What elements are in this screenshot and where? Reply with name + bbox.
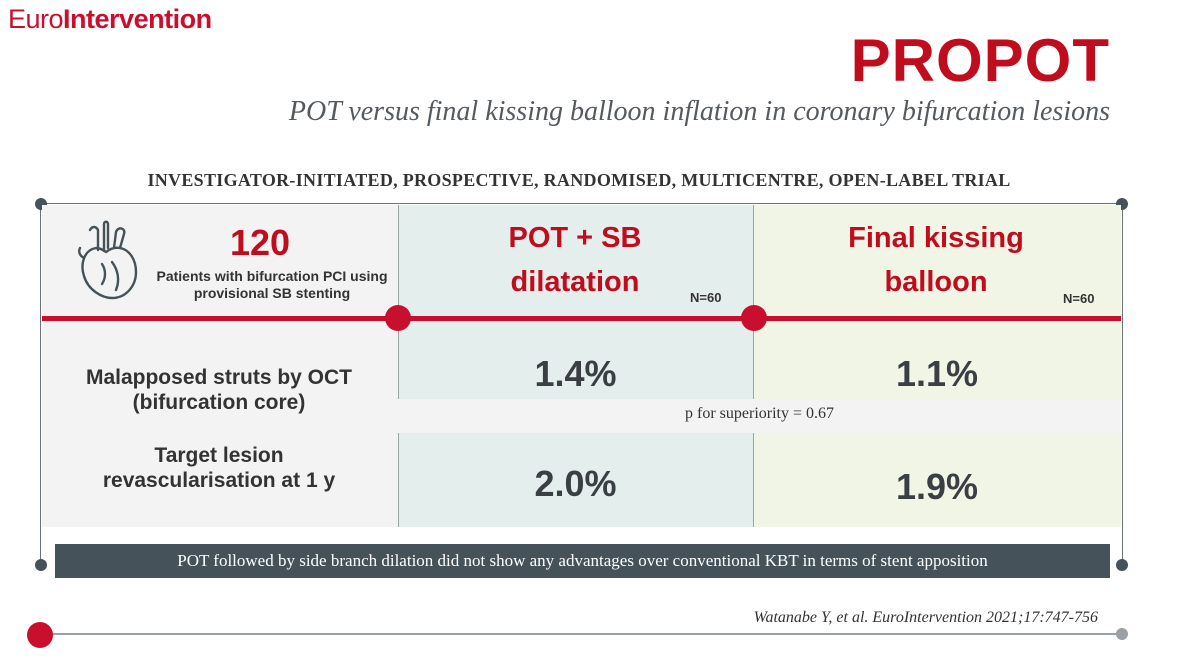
frame-left-line (40, 203, 41, 565)
p-value-band (398, 399, 1121, 433)
trial-design: INVESTIGATOR-INITIATED, PROSPECTIVE, RAN… (147, 170, 1011, 190)
citation: Watanabe Y, et al. EuroIntervention 2021… (753, 609, 1098, 626)
red-divider-dot (741, 305, 767, 331)
frame-corner-dot (1116, 559, 1128, 571)
conclusion-banner: POT followed by side branch dilation did… (55, 544, 1110, 578)
bottom-left-dot (27, 622, 53, 648)
outcome-value-arm-a: 1.4% (534, 353, 617, 394)
arm-b-n: N=60 (1063, 291, 1095, 306)
population-panel (42, 205, 398, 527)
heart-icon (78, 220, 138, 300)
outcome-label: Target lesion revascularisation at 1 y (60, 443, 378, 493)
outcome-value-arm-a: 2.0% (534, 463, 617, 504)
frame-corner-dot (35, 559, 47, 571)
logo-part-intervention: Intervention (63, 4, 212, 34)
logo-part-euro: Euro (8, 4, 64, 34)
arm-a-n: N=60 (690, 290, 722, 305)
arm-b-panel (753, 205, 1121, 527)
arm-a-title-line2: dilatation (510, 266, 640, 298)
outcome-value-arm-b: 1.1% (895, 353, 979, 394)
outcome-value-arm-b: 1.9% (895, 466, 979, 507)
arm-b-title-line2: balloon (884, 266, 988, 298)
arm-a-title: POT + SB dilatation (440, 216, 710, 304)
bottom-rule (42, 633, 1122, 635)
outcome-label-line2: (bifurcation core) (132, 391, 306, 414)
population-description: Patients with bifurcation PCI using prov… (156, 268, 388, 301)
outcome-label-line1: Malapposed struts by OCT (85, 366, 353, 389)
arm-b-title-line1: Final kissing (848, 222, 1024, 254)
arm-b-title: Final kissing balloon (800, 216, 1072, 304)
outcome-label-line1: Target lesion (154, 444, 284, 467)
bottom-right-dot (1116, 628, 1128, 640)
p-value: p for superiority = 0.67 (685, 405, 834, 422)
frame-top-line (40, 203, 1123, 204)
frame-right-line (1122, 203, 1123, 565)
outcome-label: Malapposed struts by OCT (bifurcation co… (60, 365, 378, 415)
trial-subtitle: POT versus final kissing balloon inflati… (288, 96, 1110, 127)
red-divider-dot (385, 305, 411, 331)
trial-title: PROPOT (850, 27, 1110, 94)
arm-a-panel (398, 205, 753, 527)
red-divider (42, 316, 1121, 321)
eurointervention-logo: EuroIntervention (8, 4, 212, 35)
arm-a-title-line1: POT + SB (508, 222, 642, 254)
population-count: 120 (229, 222, 291, 263)
outcome-label-line2: revascularisation at 1 y (102, 469, 336, 492)
